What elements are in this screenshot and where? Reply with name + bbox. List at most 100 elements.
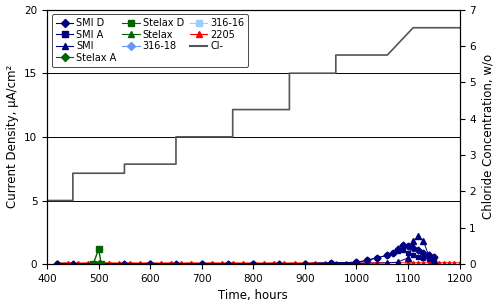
2205 [343, 261, 349, 265]
SMI [354, 262, 360, 265]
SMI D [122, 262, 128, 265]
2205 [426, 261, 432, 265]
SMI A [328, 261, 334, 265]
SMI D [431, 255, 437, 259]
SMI A [54, 262, 60, 265]
2205 [220, 261, 226, 265]
2205 [137, 261, 143, 265]
Stelax [199, 262, 205, 266]
Stelax D [96, 247, 102, 251]
SMI D [394, 247, 400, 251]
Line: SMI A: SMI A [55, 248, 436, 266]
SMI [250, 262, 256, 265]
2205 [384, 261, 390, 265]
2205 [456, 261, 462, 265]
SMI [426, 253, 432, 257]
SMI D [54, 262, 60, 265]
2205 [260, 261, 266, 265]
SMI D [70, 262, 76, 265]
SMI D [405, 245, 411, 248]
2205 [394, 261, 400, 265]
Stelax [96, 262, 102, 266]
Line: 316-18: 316-18 [55, 261, 436, 266]
2205 [54, 261, 60, 265]
Stelax A [431, 262, 437, 266]
SMI A [147, 262, 153, 265]
Stelax A [96, 262, 102, 266]
SMI A [384, 253, 390, 257]
Stelax D [90, 262, 96, 265]
SMI A [426, 257, 432, 261]
2205 [446, 261, 452, 265]
SMI D [328, 261, 334, 265]
Y-axis label: Current Density, μA/cm²: Current Density, μA/cm² [6, 65, 18, 209]
316-16 [199, 262, 205, 266]
2205 [302, 261, 308, 265]
316-16 [354, 262, 360, 266]
SMI A [96, 262, 102, 265]
2205 [312, 261, 318, 265]
Stelax A [147, 262, 153, 266]
2205 [75, 261, 81, 265]
2205 [158, 261, 164, 265]
2205 [64, 261, 70, 265]
2205 [405, 261, 411, 265]
Stelax [147, 262, 153, 266]
Stelax [302, 262, 308, 266]
Y-axis label: Chloride Concentration, w/o: Chloride Concentration, w/o [482, 54, 494, 219]
316-18 [54, 262, 60, 266]
SMI D [224, 262, 230, 265]
SMI A [420, 256, 426, 260]
316-16 [250, 262, 256, 266]
SMI [394, 260, 400, 264]
2205 [168, 261, 174, 265]
Stelax [405, 262, 411, 266]
316-18 [405, 262, 411, 266]
SMI A [410, 253, 416, 257]
2205 [333, 261, 339, 265]
SMI [420, 239, 426, 243]
316-18 [431, 262, 437, 266]
2205 [271, 261, 277, 265]
SMI D [147, 262, 153, 265]
SMI A [416, 255, 422, 258]
2205 [86, 261, 91, 265]
2205 [96, 261, 102, 265]
Stelax A [54, 262, 60, 266]
SMI [431, 258, 437, 262]
Line: 316-16: 316-16 [55, 261, 436, 266]
SMI D [374, 256, 380, 260]
316-16 [147, 262, 153, 266]
316-18 [199, 262, 205, 266]
SMI D [96, 262, 102, 265]
Stelax [431, 262, 437, 266]
2205 [250, 261, 256, 265]
Stelax [250, 262, 256, 266]
SMI [54, 262, 60, 265]
SMI D [384, 253, 390, 257]
SMI [147, 262, 153, 265]
316-18 [96, 262, 102, 266]
Line: SMI: SMI [54, 233, 436, 266]
SMI A [431, 258, 437, 261]
2205 [292, 261, 298, 265]
SMI D [199, 262, 205, 265]
2205 [281, 261, 287, 265]
SMI D [426, 253, 432, 257]
2205 [364, 261, 370, 265]
2205 [452, 261, 458, 265]
Stelax [54, 262, 60, 266]
SMI A [394, 249, 400, 253]
SMI D [416, 248, 422, 252]
SMI D [173, 262, 179, 265]
SMI A [374, 256, 380, 260]
2205 [322, 261, 328, 265]
2205 [410, 261, 416, 265]
316-16 [96, 262, 102, 266]
SMI A [302, 262, 308, 265]
316-18 [250, 262, 256, 266]
SMI D [400, 243, 406, 247]
2205 [436, 261, 442, 265]
2205 [240, 261, 246, 265]
Legend: SMI D, SMI A, SMI, Stelax A, Stelax D, Stelax, 316-18, 316-16, 2205, Cl-: SMI D, SMI A, SMI, Stelax A, Stelax D, S… [52, 14, 248, 67]
